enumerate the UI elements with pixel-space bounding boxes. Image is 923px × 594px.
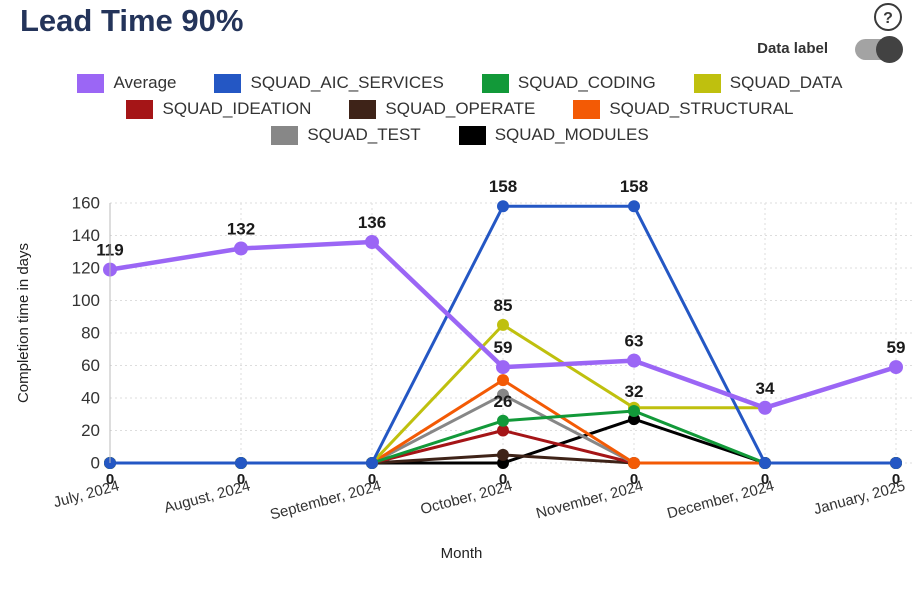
svg-text:136: 136 [358,213,386,232]
svg-text:158: 158 [489,177,517,196]
svg-text:158: 158 [620,177,648,196]
svg-text:September, 2024: September, 2024 [268,477,383,523]
svg-text:January, 2025: January, 2025 [812,477,907,518]
svg-text:26: 26 [494,392,513,411]
svg-text:October, 2024: October, 2024 [419,477,514,518]
svg-text:August, 2024: August, 2024 [162,477,252,516]
svg-text:132: 132 [227,220,255,239]
svg-text:20: 20 [81,421,100,440]
svg-text:0: 0 [91,454,100,473]
svg-text:40: 40 [81,389,100,408]
svg-text:59: 59 [887,338,906,357]
svg-text:July, 2024: July, 2024 [52,477,121,511]
svg-text:85: 85 [494,296,513,315]
svg-text:November, 2024: November, 2024 [534,477,645,522]
svg-text:80: 80 [81,324,100,343]
svg-text:160: 160 [72,194,100,213]
svg-text:63: 63 [625,332,644,351]
svg-text:120: 120 [72,259,100,278]
svg-text:60: 60 [81,356,100,375]
svg-text:32: 32 [625,382,644,401]
svg-text:December, 2024: December, 2024 [665,477,776,522]
svg-text:59: 59 [494,338,513,357]
svg-text:34: 34 [756,379,775,398]
svg-text:100: 100 [72,291,100,310]
